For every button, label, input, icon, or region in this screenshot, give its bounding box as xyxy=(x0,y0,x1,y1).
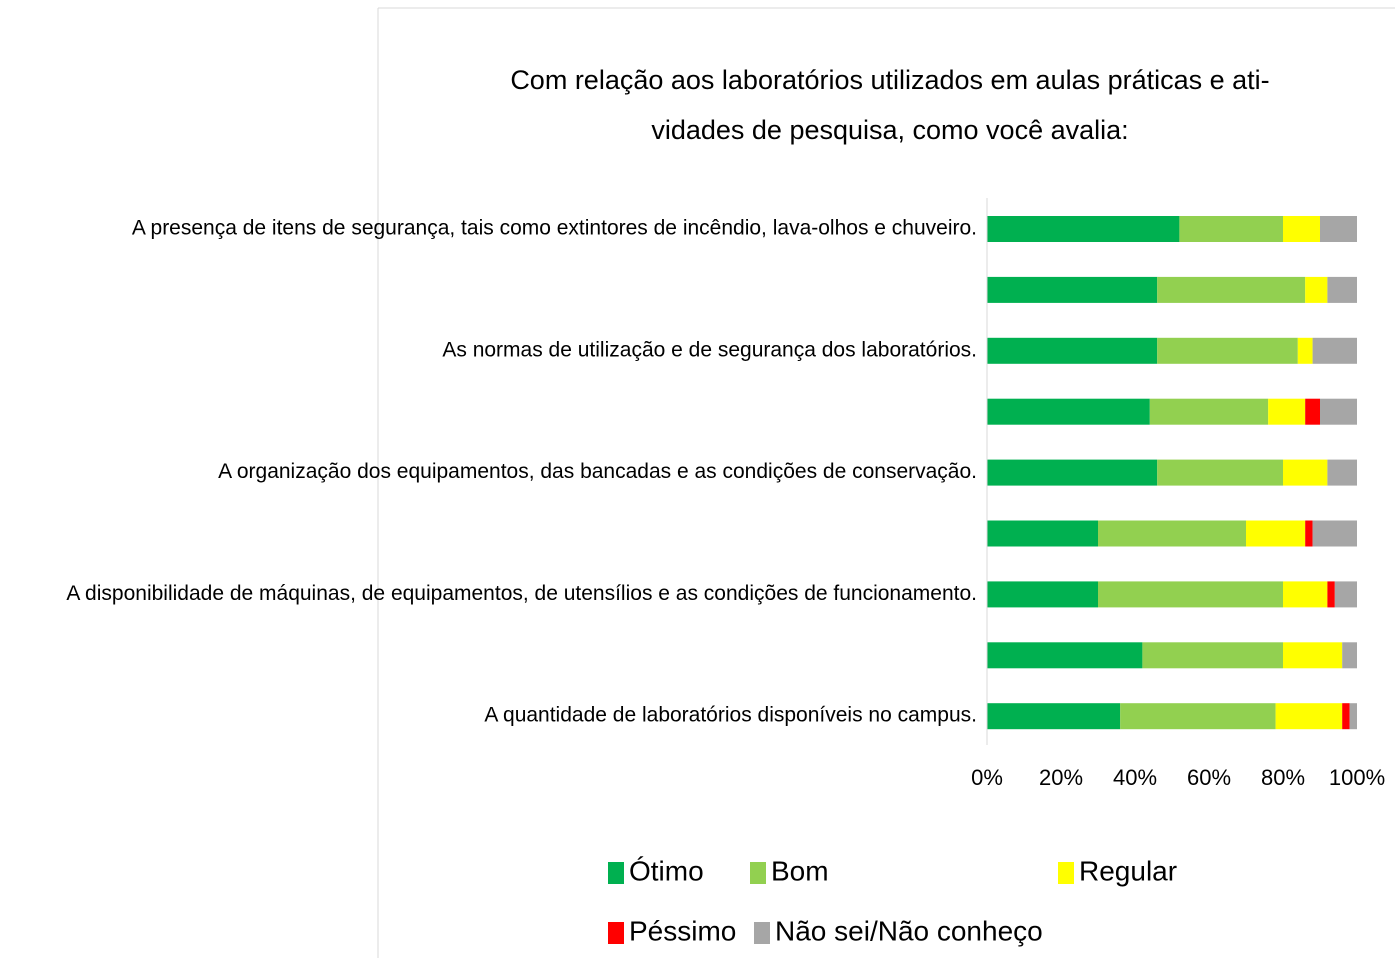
bar-segment xyxy=(987,581,1098,608)
legend-label: Bom xyxy=(771,855,829,886)
bar-segment xyxy=(1157,459,1283,486)
category-label: A organização dos equipamentos, das banc… xyxy=(218,460,977,483)
x-tick-label: 20% xyxy=(1039,765,1083,790)
bar-segment xyxy=(1120,703,1276,730)
x-tick-label: 80% xyxy=(1261,765,1305,790)
bar-segment xyxy=(987,520,1098,547)
bar-segment xyxy=(1283,216,1320,242)
bar-segment xyxy=(987,337,1158,364)
bar-segment xyxy=(1098,581,1283,608)
bar-segment xyxy=(1327,276,1357,303)
bar-segment xyxy=(1268,398,1306,425)
bar-segment xyxy=(987,642,1143,669)
x-tick-label: 60% xyxy=(1187,765,1231,790)
legend-swatch xyxy=(608,862,624,884)
bar-segment xyxy=(1275,703,1343,730)
bar-segment xyxy=(1312,337,1357,364)
bar-segment xyxy=(1334,581,1357,608)
legend-swatch xyxy=(608,922,624,944)
legend-label: Péssimo xyxy=(629,915,736,946)
bar-segment xyxy=(1305,520,1313,547)
bar-segment xyxy=(1327,459,1357,486)
bar-segment xyxy=(1312,520,1357,547)
bar-segment xyxy=(987,398,1150,425)
legend-label: Regular xyxy=(1079,855,1177,886)
bar-segment xyxy=(987,276,1158,303)
bar-segment xyxy=(1342,703,1350,730)
category-label: As normas de utilização e de segurança d… xyxy=(442,338,977,361)
bar-segment xyxy=(987,216,1180,242)
bar-segment xyxy=(1297,337,1313,364)
bar-segment xyxy=(1305,276,1328,303)
bar-segment xyxy=(1327,581,1335,608)
legend-swatch xyxy=(1058,862,1074,884)
bar-segment xyxy=(1320,398,1357,425)
bar-segment xyxy=(1342,642,1357,669)
bar-segment xyxy=(1142,642,1283,669)
chart-title: Com relação aos laboratórios utilizados … xyxy=(510,65,1269,95)
category-label: A quantidade de laboratórios disponíveis… xyxy=(484,704,977,727)
chart-title: vidades de pesquisa, como você avalia: xyxy=(651,115,1128,145)
legend-label: Ótimo xyxy=(629,855,704,886)
bar-segment xyxy=(1157,337,1298,364)
bar-segment xyxy=(1157,276,1306,303)
category-label: A disponibilidade de máquinas, de equipa… xyxy=(66,582,977,605)
bar-segment xyxy=(1283,459,1328,486)
bar-segment xyxy=(987,459,1158,486)
bar-segment xyxy=(987,703,1121,730)
bar-segment xyxy=(1246,520,1306,547)
bar-segment xyxy=(1098,520,1246,547)
legend-swatch xyxy=(754,922,770,944)
x-tick-label: 100% xyxy=(1329,765,1385,790)
bar-segment xyxy=(1179,216,1283,242)
bar-segment xyxy=(1320,216,1357,242)
bar-segment xyxy=(1305,398,1320,425)
bar-segment xyxy=(1149,398,1269,425)
category-label: A presença de itens de segurança, tais c… xyxy=(132,217,977,240)
x-tick-label: 40% xyxy=(1113,765,1157,790)
bar-segment xyxy=(1349,703,1357,730)
x-tick-label: 0% xyxy=(971,765,1003,790)
legend-label: Não sei/Não conheço xyxy=(775,915,1043,946)
bar-segment xyxy=(1283,581,1328,608)
legend-swatch xyxy=(750,862,766,884)
bar-segment xyxy=(1283,642,1343,669)
